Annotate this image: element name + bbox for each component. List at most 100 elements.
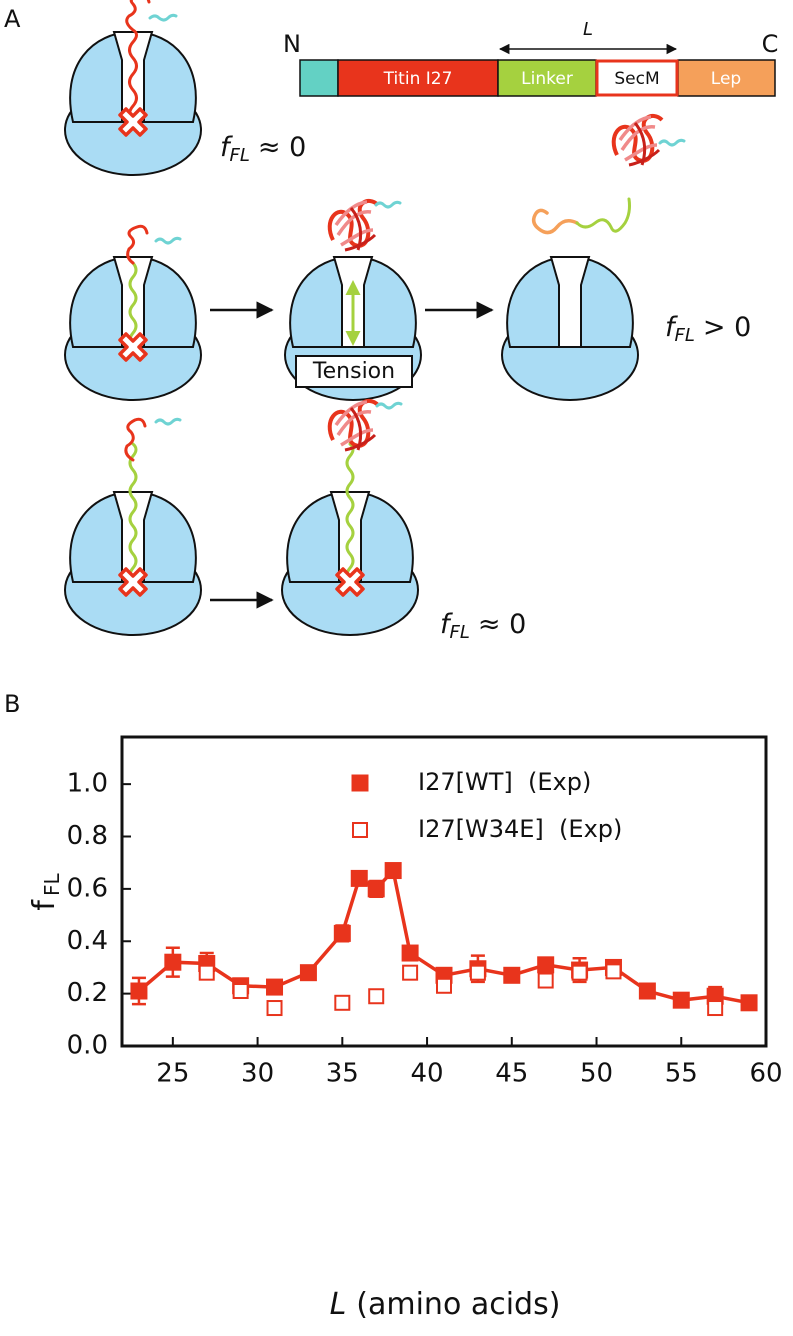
segment [299, 59, 339, 97]
path [374, 200, 402, 209]
outcome-label: fFL ≈ 0 [440, 609, 526, 644]
segment [497, 59, 597, 97]
panel-label: B [4, 690, 20, 718]
x-tick-label: 60 [749, 1059, 782, 1089]
segment-label: SecM [614, 69, 659, 89]
marker [537, 972, 554, 989]
length-label: L [583, 19, 593, 40]
panel-label: A [4, 5, 21, 33]
y-tick-label: 0.4 [67, 926, 108, 956]
x-tick-label: 30 [241, 1059, 274, 1089]
x-tick-label: 40 [411, 1059, 444, 1089]
ribosome [64, 224, 202, 401]
outcome-label: fFL ≈ 0 [220, 132, 306, 167]
marker [266, 1000, 283, 1017]
marker [368, 988, 385, 1005]
x-axis-label: L (amino acids) [330, 1287, 561, 1322]
path [658, 138, 686, 147]
path [154, 417, 182, 426]
symbol: L [330, 1287, 347, 1322]
relation: ≈ 0 [478, 609, 526, 640]
outcome-label: fFL > 0 [665, 312, 751, 347]
path [125, 0, 151, 124]
path [531, 208, 579, 235]
ribosome [281, 398, 419, 636]
path [575, 197, 631, 233]
legend-label: I27[W34E] (Exp) [418, 815, 622, 843]
segment-label: Lep [711, 69, 741, 89]
subscript: FL [40, 873, 64, 897]
x-tick-label: 55 [665, 1059, 698, 1089]
use [64, 31, 202, 176]
marker [130, 982, 148, 1000]
tension-box [295, 355, 413, 388]
x-tick-label: 35 [326, 1059, 359, 1089]
ribosome [64, 417, 202, 636]
plot-frame [120, 735, 768, 1048]
use [501, 256, 639, 401]
relation: ≈ 0 [258, 132, 306, 163]
marker [367, 880, 385, 898]
marker [436, 977, 452, 994]
path [124, 417, 147, 462]
marker [164, 953, 182, 971]
legend-marker [351, 774, 369, 792]
n-terminus: N [283, 30, 301, 58]
marker [740, 994, 758, 1012]
y-tick-label: 0.2 [67, 978, 108, 1008]
symbol: f [27, 899, 62, 911]
x-tick-label: 50 [580, 1059, 613, 1089]
marker [333, 924, 351, 942]
marker [299, 964, 317, 982]
marker [401, 944, 419, 962]
subscript: FL [675, 325, 695, 346]
path [126, 224, 149, 265]
ribosome [501, 113, 686, 401]
c-terminus: C [762, 30, 779, 58]
construct: N C L Titin I27 Linker SecM Lep [283, 19, 779, 97]
path [345, 442, 355, 584]
path [148, 13, 178, 22]
segment [677, 59, 776, 97]
marker [503, 966, 521, 984]
y-tick-label: 0.6 [67, 873, 108, 903]
marker [334, 994, 351, 1011]
segment [595, 59, 679, 97]
y-tick-label: 0.0 [67, 1031, 108, 1061]
path [128, 442, 138, 584]
use [327, 398, 380, 452]
marker [384, 862, 402, 880]
marker [605, 963, 622, 980]
plot: 0.0 0.2 0.4 0.6 0.8 1.0 25 30 35 40 45 50 55 60 I27[WT… [67, 735, 783, 1089]
legend-marker [352, 822, 368, 838]
unit: (amino acids) [356, 1287, 560, 1322]
relation: > 0 [703, 312, 751, 343]
marker [469, 964, 486, 981]
marker [571, 964, 588, 981]
y-tick-label: 1.0 [67, 769, 108, 799]
ribosome [64, 0, 202, 176]
ribosome [284, 198, 422, 401]
path [128, 261, 138, 349]
marker [402, 964, 419, 981]
tension-label: Tension [312, 359, 395, 384]
legend-label: I27[WT] (Exp) [418, 768, 591, 796]
marker [232, 983, 249, 1000]
segment-label: Titin I27 [383, 69, 453, 89]
marker [198, 964, 215, 981]
marker [266, 978, 284, 996]
marker [537, 956, 555, 974]
x-tick-label: 45 [495, 1059, 528, 1089]
y-tick-label: 0.8 [67, 821, 108, 851]
marker [672, 991, 690, 1009]
subscript: FL [450, 622, 470, 643]
use [611, 113, 664, 167]
x-tick-label: 25 [156, 1059, 189, 1089]
y-axis-label: f FL [27, 873, 64, 911]
marker [638, 982, 656, 1000]
path [375, 401, 403, 410]
path [154, 236, 182, 245]
use [327, 198, 380, 252]
